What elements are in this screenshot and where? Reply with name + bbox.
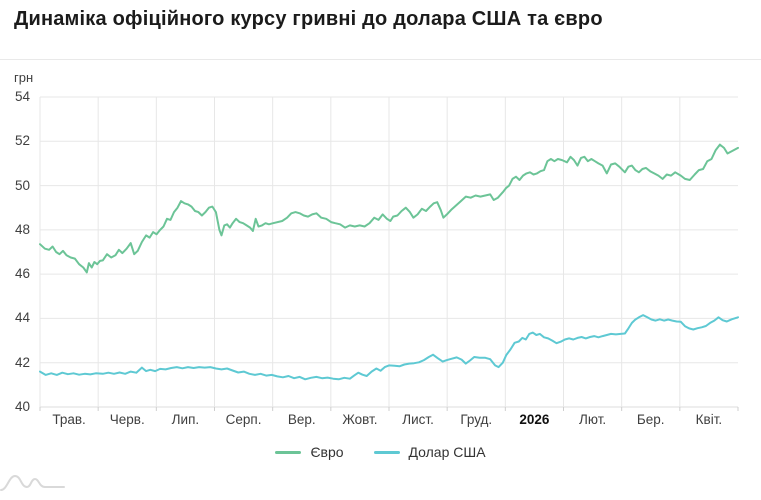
series-line-usd bbox=[39, 314, 739, 381]
legend-item-usd[interactable]: Долар США bbox=[373, 444, 486, 460]
x-axis-label: Серп. bbox=[225, 412, 262, 427]
x-axis-label: Трав. bbox=[52, 412, 86, 427]
title-divider bbox=[0, 59, 761, 60]
chart-title: Динаміка офіційного курсу гривні до дола… bbox=[14, 8, 603, 30]
y-axis-tick-label: 44 bbox=[14, 310, 30, 326]
x-axis-label: 2026 bbox=[519, 412, 550, 427]
x-axis-label: Лип. bbox=[171, 412, 200, 427]
x-axis-label: Жовт. bbox=[342, 412, 378, 427]
y-axis-tick-label: 42 bbox=[14, 354, 30, 370]
x-axis-label: Лист. bbox=[402, 412, 434, 427]
logo-squiggle-icon bbox=[0, 475, 65, 491]
legend-item-euro[interactable]: Євро bbox=[275, 444, 344, 460]
y-axis-tick-label: 54 bbox=[14, 89, 30, 104]
x-axis-label: Черв. bbox=[109, 412, 145, 427]
euro-line-swatch-icon bbox=[275, 450, 302, 454]
y-axis-tick-label: 46 bbox=[14, 266, 30, 282]
series-line-euro bbox=[39, 143, 739, 274]
y-axis-tick-label: 52 bbox=[14, 133, 30, 149]
y-axis-tick-label: 50 bbox=[14, 177, 30, 193]
legend-label-euro: Євро bbox=[310, 444, 344, 460]
x-axis-label: Вер. bbox=[287, 412, 316, 427]
y-axis-unit-label: грн bbox=[14, 70, 34, 85]
x-axis-label: Груд. bbox=[460, 412, 493, 427]
x-axis-label: Бер. bbox=[636, 412, 665, 427]
x-axis-label: Лют. bbox=[579, 412, 607, 427]
legend-label-usd: Долар США bbox=[408, 444, 486, 460]
x-axis-label: Квіт. bbox=[695, 412, 723, 427]
usd-line-swatch-icon bbox=[373, 450, 400, 454]
y-axis-tick-label: 40 bbox=[14, 399, 30, 414]
y-axis-tick-label: 48 bbox=[14, 221, 30, 237]
chart-legend: Євро Долар США bbox=[0, 444, 761, 460]
